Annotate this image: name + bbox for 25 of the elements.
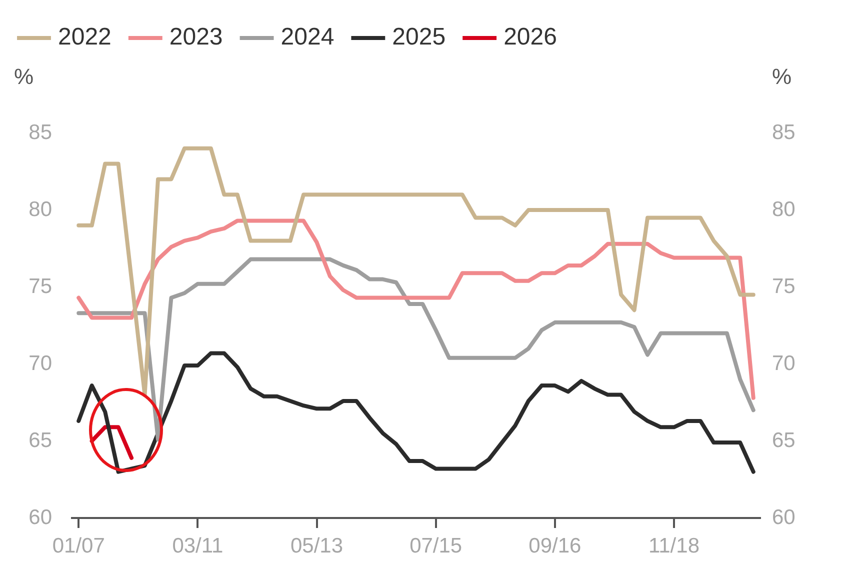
- y-axis-title: %: [14, 64, 34, 90]
- x-tick-label: 09/16: [528, 534, 582, 558]
- y-tick-label: 70: [28, 352, 52, 375]
- legend-label: 2024: [280, 24, 334, 51]
- legend-label: 2026: [504, 24, 557, 51]
- y2-axis-title: %: [772, 64, 792, 90]
- y2-tick-label: 80: [772, 198, 796, 221]
- x-tick-label: 01/07: [52, 534, 105, 558]
- legend-label: 2025: [392, 24, 446, 51]
- x-tick-label: 05/13: [290, 534, 344, 558]
- y-tick-label: 65: [28, 428, 52, 452]
- x-tick-label: 03/11: [172, 534, 224, 558]
- y2-tick-label: 75: [772, 274, 796, 298]
- y-tick-label: 75: [28, 274, 52, 298]
- y2-tick-label: 85: [772, 120, 796, 144]
- legend-label: 2023: [169, 24, 223, 51]
- y-tick-label: 85: [28, 120, 52, 144]
- y-tick-label: 60: [28, 506, 52, 529]
- y2-tick-label: 65: [772, 428, 796, 452]
- y-tick-label: 80: [28, 198, 52, 221]
- legend-label: 2022: [58, 24, 112, 51]
- y2-tick-label: 60: [772, 506, 796, 529]
- x-tick-label: 11/18: [648, 534, 700, 558]
- x-tick-label: 07/15: [410, 534, 462, 558]
- y2-tick-label: 70: [772, 352, 796, 375]
